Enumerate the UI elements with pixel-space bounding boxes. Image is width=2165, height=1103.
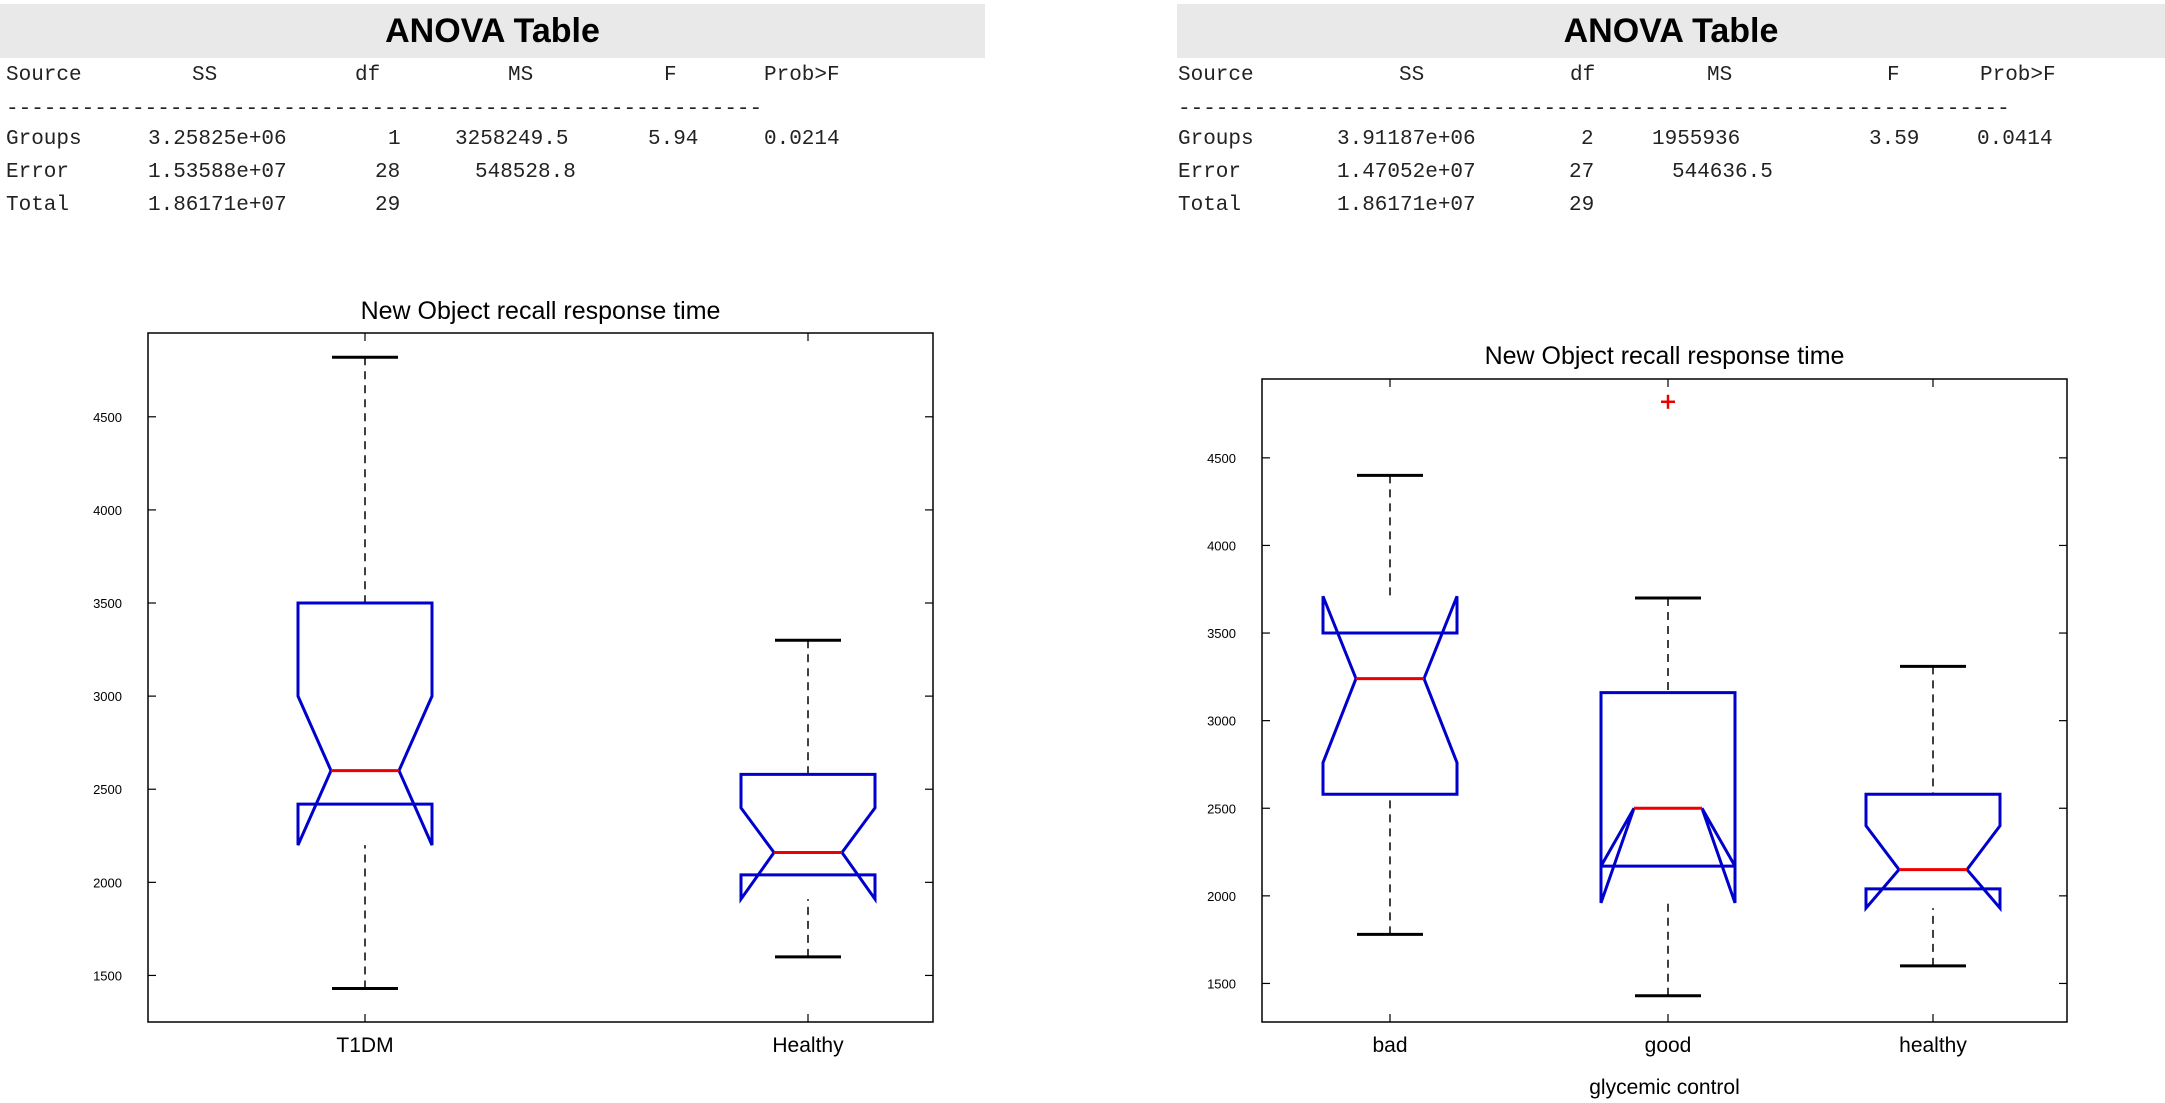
- anova-title-bar-right: ANOVA Table: [1177, 4, 2165, 58]
- anova-title-bar-left: ANOVA Table: [0, 4, 985, 58]
- anova-header-ms: MS: [1707, 64, 1733, 87]
- anova-header-df: df: [1570, 64, 1596, 87]
- anova-row-total-ss: 1.86171e+07: [148, 194, 287, 217]
- anova-row-total-df: 29: [375, 194, 401, 217]
- y-tick-label: 2000: [1207, 889, 1236, 904]
- anova-row-groups-ss: 3.25825e+06: [148, 128, 287, 151]
- anova-row-groups-ss: 3.91187e+06: [1337, 128, 1476, 151]
- x-category-label: T1DM: [336, 1034, 393, 1057]
- anova-row-total-df: 29: [1569, 194, 1595, 217]
- y-tick-label: 3500: [93, 596, 122, 611]
- anova-rule: ----------------------------------------…: [1178, 98, 2010, 121]
- anova-row-groups-ms: 3258249.5: [455, 128, 569, 151]
- y-tick-label: 3000: [93, 689, 122, 704]
- anova-header-df: df: [355, 64, 381, 87]
- anova-row-error-source: Error: [1178, 161, 1242, 184]
- y-tick-label: 1500: [1207, 976, 1236, 991]
- anova-row-groups-prob: 0.0414: [1977, 128, 2053, 151]
- anova-row-total-source: Total: [6, 194, 70, 217]
- anova-header-prob: Prob>F: [1980, 64, 2056, 87]
- anova-header-f: F: [1887, 64, 1900, 87]
- anova-row-groups-df: 2: [1581, 128, 1594, 151]
- anova-title-right: ANOVA Table: [1563, 12, 1779, 50]
- anova-header-ms: MS: [508, 64, 534, 87]
- anova-row-total-ss: 1.86171e+07: [1337, 194, 1476, 217]
- plot-frame-right: [1261, 378, 2068, 1023]
- anova-header-prob: Prob>F: [764, 64, 840, 87]
- notched-box: [296, 601, 434, 846]
- anova-row-error-source: Error: [6, 161, 70, 184]
- x-category-label: Healthy: [772, 1034, 844, 1057]
- x-axis-label: glycemic control: [1589, 1076, 1740, 1099]
- anova-row-groups-f: 5.94: [648, 128, 699, 151]
- anova-header-ss: SS: [192, 64, 218, 87]
- y-tick-label: 2500: [1207, 801, 1236, 816]
- anova-title-left: ANOVA Table: [385, 12, 600, 50]
- anova-header-ss: SS: [1399, 64, 1425, 87]
- y-tick-label: 2500: [93, 782, 122, 797]
- y-tick-label: 3000: [1207, 714, 1236, 729]
- x-category-label: healthy: [1899, 1034, 1967, 1057]
- plot-frame-left: [147, 332, 934, 1023]
- anova-row-groups-df: 1: [388, 128, 401, 151]
- anova-row-error-ss: 1.53588e+07: [148, 161, 287, 184]
- anova-row-error-ss: 1.47052e+07: [1337, 161, 1476, 184]
- anova-row-groups-ms: 1955936: [1652, 128, 1741, 151]
- y-tick-label: 3500: [1207, 626, 1236, 641]
- chart-title-left: New Object recall response time: [360, 297, 721, 325]
- anova-table-right: Source SS df MS F Prob>F ---------------…: [1177, 64, 2165, 234]
- anova-row-error-ms: 548528.8: [475, 161, 576, 184]
- anova-rule: ----------------------------------------…: [6, 98, 763, 121]
- y-tick-label: 4500: [93, 410, 122, 425]
- notched-box: [1864, 792, 2002, 913]
- notched-box: [739, 772, 877, 904]
- anova-header-f: F: [664, 64, 677, 87]
- notched-box: [1599, 691, 1737, 904]
- chart-title-right: New Object recall response time: [1484, 342, 1845, 370]
- anova-row-groups-source: Groups: [1178, 128, 1254, 151]
- anova-row-error-df: 28: [375, 161, 401, 184]
- anova-row-error-ms: 544636.5: [1672, 161, 1773, 184]
- anova-header-source: Source: [6, 64, 82, 87]
- anova-row-total-source: Total: [1178, 194, 1242, 217]
- anova-row-error-df: 27: [1569, 161, 1595, 184]
- anova-row-groups-prob: 0.0214: [764, 128, 840, 151]
- x-category-label: bad: [1372, 1034, 1407, 1057]
- anova-header-source: Source: [1178, 64, 1254, 87]
- anova-row-groups-f: 3.59: [1869, 128, 1920, 151]
- anova-table-left: Source SS df MS F Prob>F ---------------…: [0, 64, 985, 234]
- y-tick-label: 2000: [93, 875, 122, 890]
- y-tick-label: 4000: [93, 503, 122, 518]
- x-category-label: good: [1645, 1034, 1692, 1057]
- anova-row-groups-source: Groups: [6, 128, 82, 151]
- y-tick-label: 4000: [1207, 538, 1236, 553]
- y-tick-label: 1500: [93, 968, 122, 983]
- y-tick-label: 4500: [1207, 451, 1236, 466]
- notched-box: [1321, 595, 1459, 796]
